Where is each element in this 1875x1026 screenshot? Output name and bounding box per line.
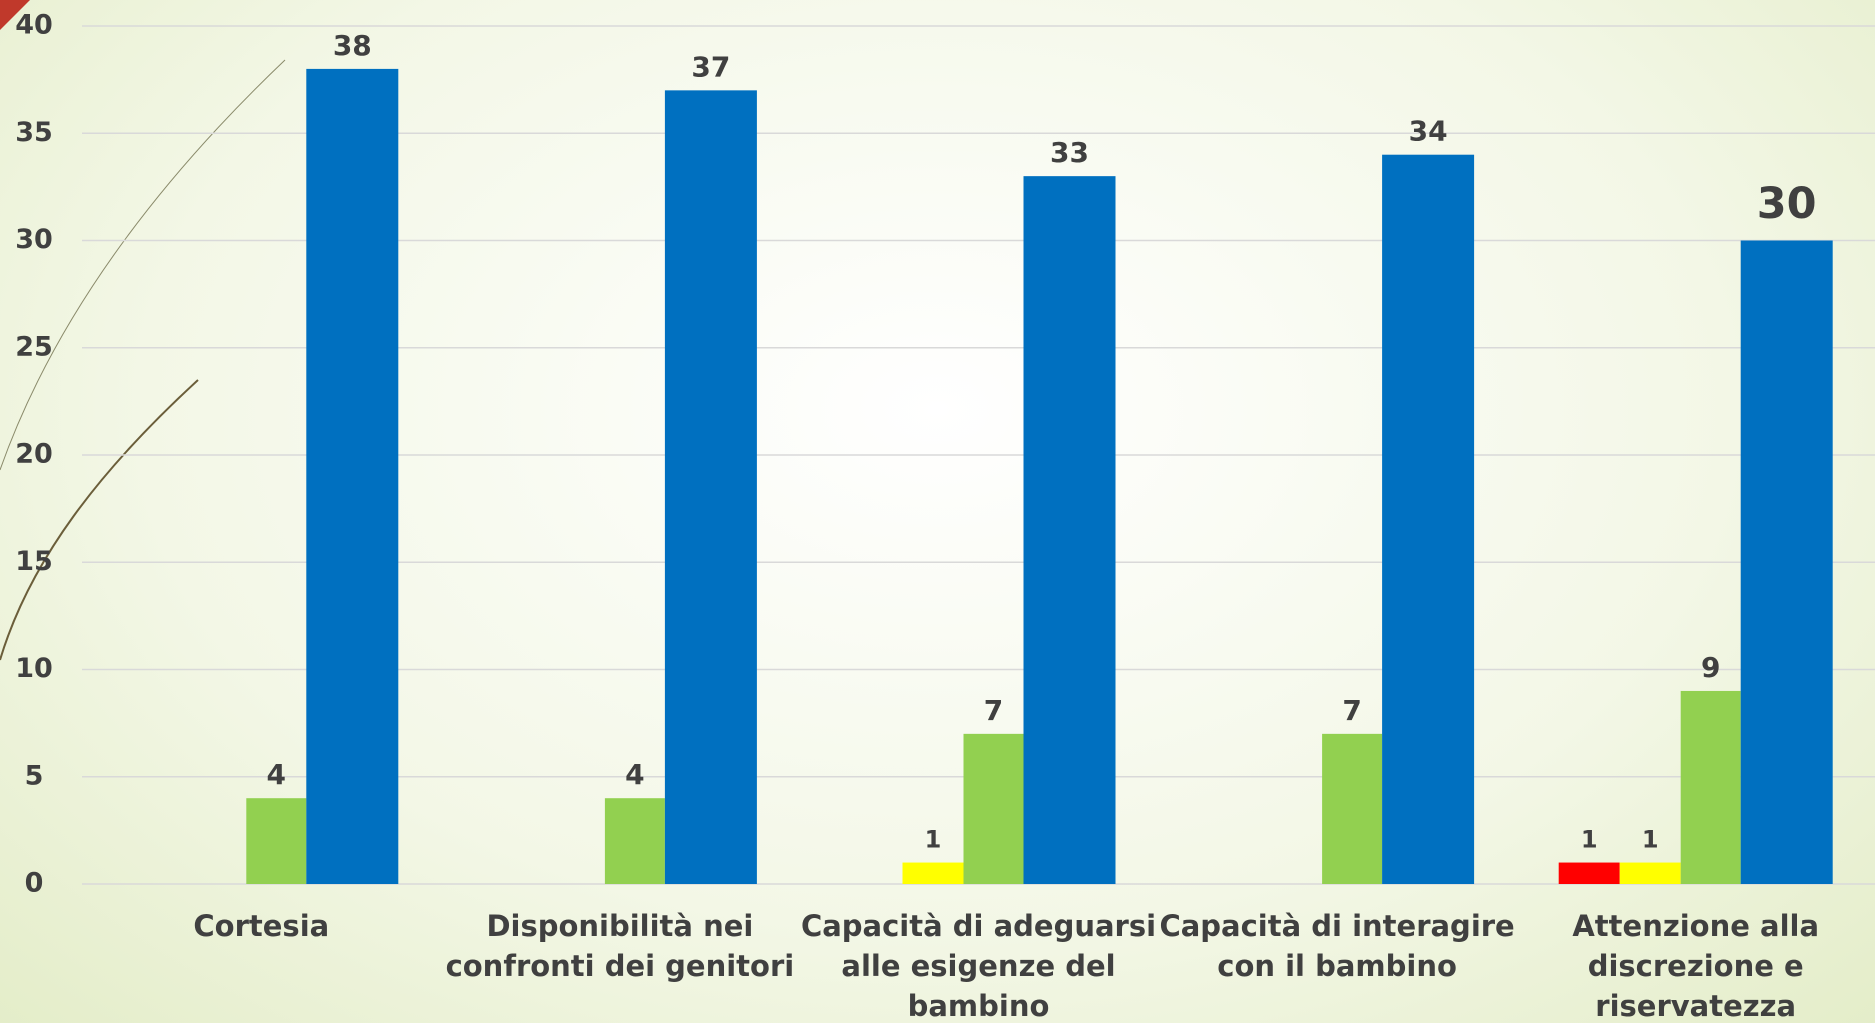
data-label: 4 xyxy=(267,758,286,791)
bar xyxy=(1322,733,1383,884)
y-tick-label: 40 xyxy=(15,10,53,41)
data-label: 38 xyxy=(333,29,372,62)
bar xyxy=(306,68,399,884)
data-label: 7 xyxy=(984,694,1003,727)
data-label: 30 xyxy=(1757,179,1817,229)
y-tick-label: 35 xyxy=(15,117,53,148)
data-label: 7 xyxy=(1342,694,1361,727)
bar xyxy=(963,733,1024,884)
x-tick-label: Disponibilità nei confronti dei genitori xyxy=(445,909,795,983)
bar xyxy=(1619,862,1681,884)
y-tick-label: 25 xyxy=(15,331,53,362)
bar xyxy=(1558,862,1620,884)
bar xyxy=(1740,240,1833,884)
y-tick-label: 0 xyxy=(25,868,44,899)
bar xyxy=(902,862,964,884)
bar xyxy=(664,90,757,885)
x-tick-label: Capacità di adeguarsi alle esigenze del … xyxy=(800,909,1157,1023)
x-tick-label: Cortesia xyxy=(193,909,330,943)
data-label: 33 xyxy=(1050,136,1089,169)
y-tick-label: 20 xyxy=(15,439,53,470)
y-tick-label: 30 xyxy=(15,224,53,255)
data-label: 1 xyxy=(1581,826,1598,854)
bar xyxy=(1382,154,1475,884)
decoration xyxy=(0,59,286,471)
x-tick-label: Capacità di interagire con il bambino xyxy=(1159,909,1515,983)
y-tick-label: 15 xyxy=(15,546,53,577)
y-tick-label: 5 xyxy=(25,760,44,791)
x-tick-label: Attenzione alla discrezione e riservatez… xyxy=(1572,909,1820,1023)
bar xyxy=(1680,690,1741,884)
data-label: 4 xyxy=(625,758,644,791)
decoration xyxy=(0,379,199,661)
bar xyxy=(1023,176,1116,884)
data-label: 34 xyxy=(1409,115,1448,148)
data-label: 1 xyxy=(1642,826,1659,854)
bar xyxy=(246,798,307,884)
data-label: 37 xyxy=(691,50,730,83)
bar xyxy=(604,798,665,884)
decoration xyxy=(0,0,30,30)
data-label: 1 xyxy=(925,826,942,854)
y-tick-label: 10 xyxy=(15,653,53,684)
data-label: 9 xyxy=(1701,651,1720,684)
